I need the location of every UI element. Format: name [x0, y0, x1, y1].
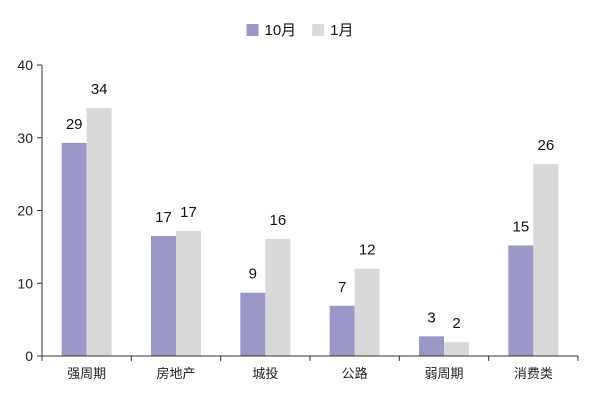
y-tick-label: 0	[25, 348, 33, 364]
data-label: 2	[452, 315, 460, 332]
bar-oct-0	[61, 142, 87, 356]
data-label: 9	[249, 266, 257, 283]
x-category-label: 消费类	[514, 366, 553, 381]
y-tick-label: 20	[17, 203, 33, 219]
bars	[61, 107, 559, 356]
data-label: 34	[91, 81, 108, 98]
bar-jan-1	[176, 230, 201, 356]
bar-jan-2	[265, 238, 291, 356]
x-category-label: 房地产	[156, 366, 195, 381]
data-label: 15	[512, 218, 529, 235]
data-label: 3	[427, 309, 435, 326]
bar-oct-5	[508, 245, 534, 356]
bar-oct-3	[329, 305, 355, 356]
bar-jan-4	[444, 342, 469, 356]
data-label: 26	[537, 137, 554, 154]
bar-oct-4	[419, 336, 444, 356]
data-label: 16	[269, 212, 286, 229]
legend-label-1: 1月	[330, 22, 353, 39]
bar-oct-1	[151, 235, 176, 356]
data-label: 7	[338, 279, 346, 296]
x-category-label: 公路	[342, 366, 368, 381]
data-label: 29	[66, 116, 83, 133]
bar-jan-3	[354, 268, 380, 356]
x-category-label: 弱周期	[424, 366, 463, 381]
x-category-label: 城投	[252, 366, 278, 381]
data-labels: 29 34 17 17 9 16 7 12 3 2 15 26	[66, 81, 554, 332]
data-label: 17	[180, 204, 197, 221]
legend-label-0: 10月	[264, 22, 296, 39]
y-tick-label: 40	[17, 57, 33, 73]
bar-oct-2	[240, 292, 266, 356]
bar-jan-0	[86, 107, 112, 356]
legend-swatch-0	[246, 24, 259, 36]
bar-jan-5	[533, 163, 559, 356]
data-label: 12	[359, 242, 376, 259]
x-category-label: 强周期	[67, 366, 106, 381]
data-label: 17	[155, 209, 172, 226]
axes: 0 10 20 30 40 强周期 房地产 城投 公路 弱周期 消费类	[17, 57, 579, 381]
legend: 10月 1月	[246, 22, 354, 39]
legend-swatch-1	[312, 24, 325, 36]
y-tick-label: 30	[17, 130, 33, 146]
y-tick-label: 10	[17, 275, 33, 291]
